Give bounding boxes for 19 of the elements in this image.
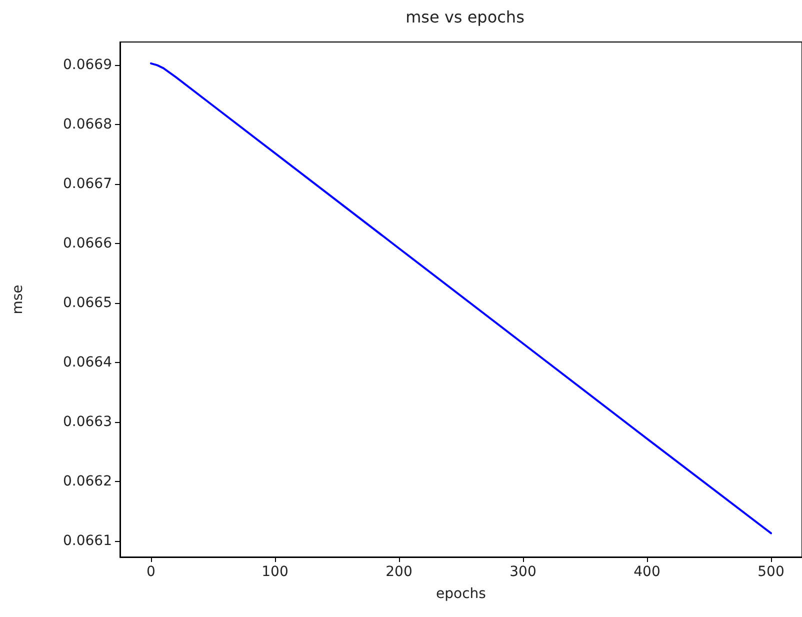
x-tick-label: 500 xyxy=(758,564,784,580)
x-tick-label: 100 xyxy=(262,564,288,580)
y-tick-label: 0.0663 xyxy=(63,414,112,430)
line-series xyxy=(150,62,772,534)
y-tick-label: 0.0664 xyxy=(63,354,112,371)
y-tick-label: 0.0665 xyxy=(63,295,112,312)
y-axis-title: mse xyxy=(10,284,26,314)
y-tick-label: 0.0662 xyxy=(63,473,112,490)
chart-title: mse vs epochs xyxy=(406,8,524,26)
y-tick-label: 0.0661 xyxy=(63,532,112,549)
x-tick-label: 400 xyxy=(634,564,660,580)
x-axis-title: epochs xyxy=(436,586,486,602)
y-tick-label: 0.0668 xyxy=(63,116,112,133)
y-tick-label: 0.0666 xyxy=(63,236,112,252)
x-tick-label: 0 xyxy=(146,564,156,580)
y-tick-label: 0.0667 xyxy=(63,176,112,192)
x-tick-label: 200 xyxy=(386,564,412,580)
y-tick-label: 0.0669 xyxy=(63,57,112,74)
x-tick-label: 300 xyxy=(510,564,536,580)
